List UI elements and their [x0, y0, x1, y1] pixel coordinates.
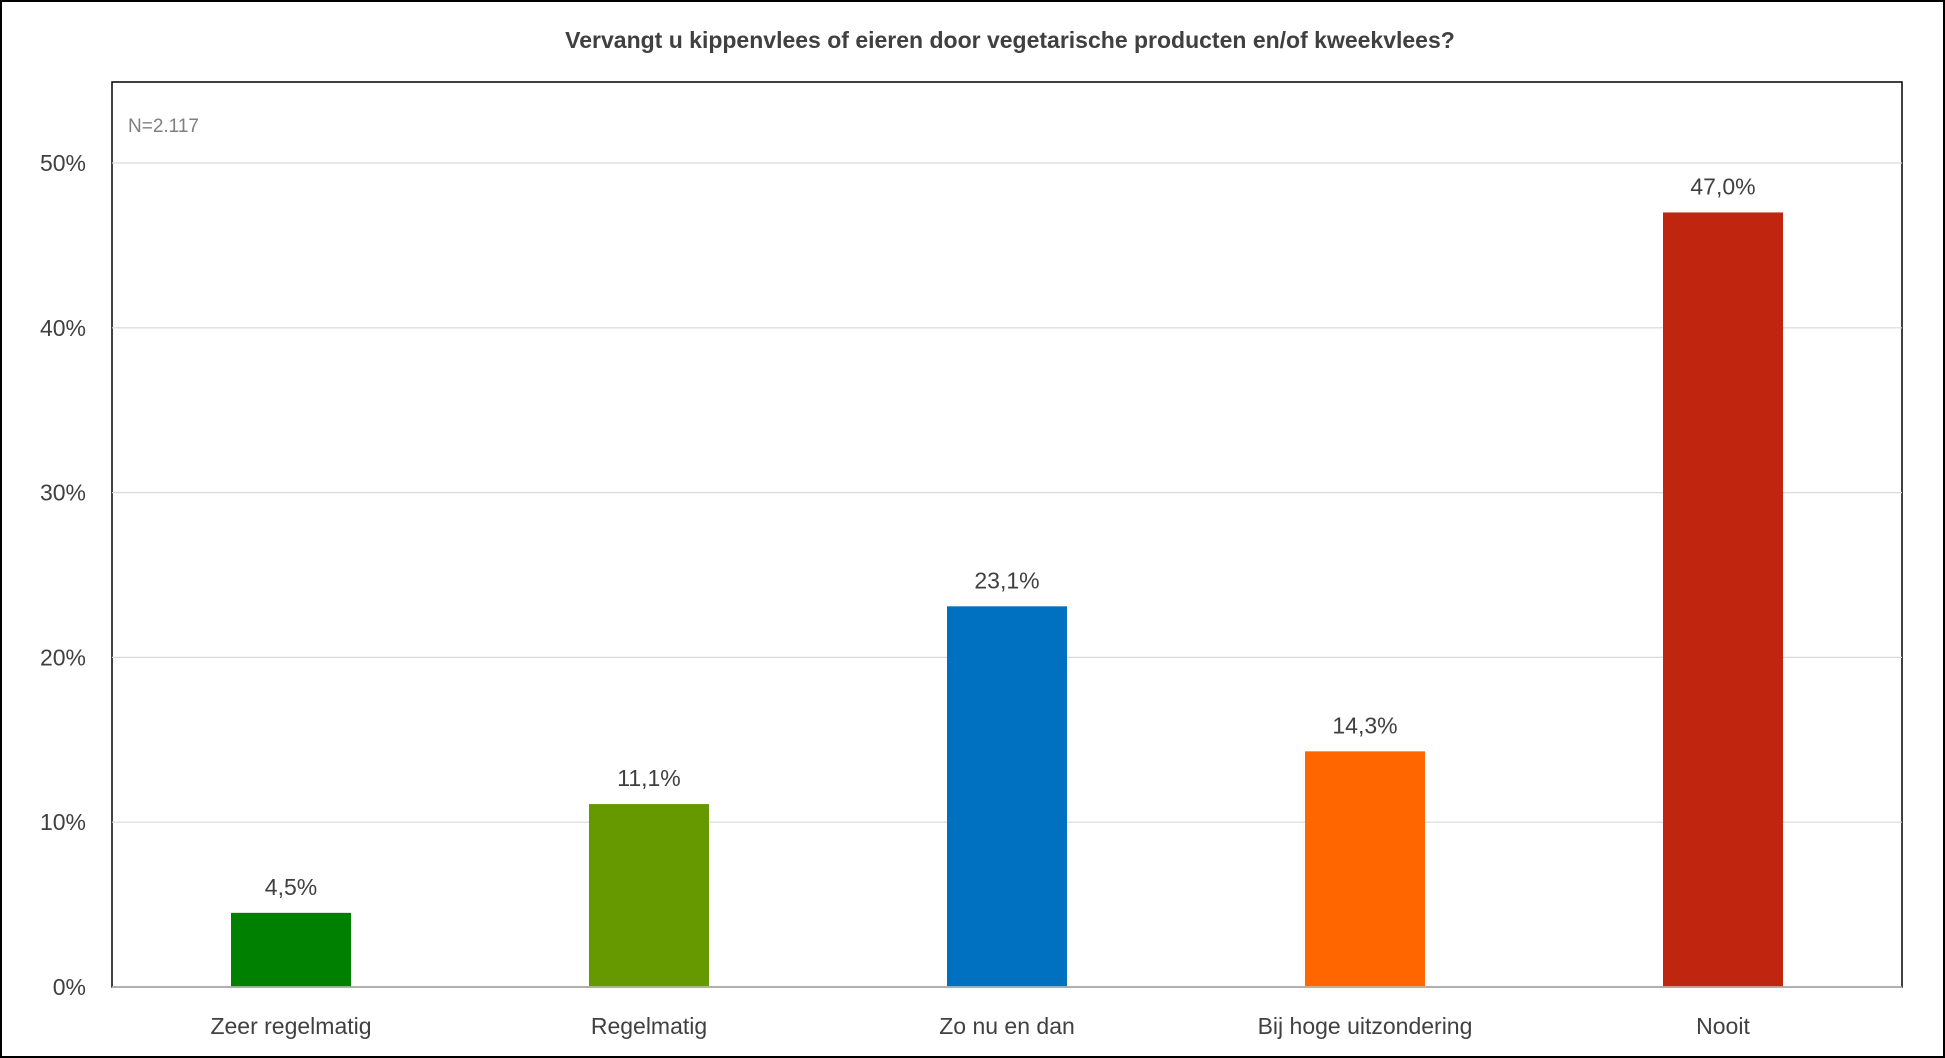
bar	[231, 912, 351, 987]
x-axis-labels: Zeer regelmatig Regelmatig Zo nu en dan Bij…	[210, 1013, 1750, 1039]
y-tick-label: 0%	[53, 974, 86, 1000]
bars	[231, 212, 1783, 987]
y-tick-label: 10%	[40, 809, 86, 835]
data-labels: 4,5% 11,1% 23,1% 14,3% 47,0%	[265, 173, 1756, 899]
y-tick-label: 50%	[40, 150, 86, 176]
data-label: 47,0%	[1690, 173, 1755, 199]
data-label: 4,5%	[265, 874, 317, 900]
data-label: 14,3%	[1332, 712, 1397, 738]
y-axis-labels: 0% 10% 20% 30% 40% 50%	[40, 150, 86, 1000]
data-label: 11,1%	[617, 765, 681, 791]
x-tick-label: Zo nu en dan	[939, 1013, 1075, 1039]
x-tick-label: Zeer regelmatig	[210, 1013, 371, 1039]
bar	[589, 804, 709, 987]
bar	[1305, 751, 1425, 987]
x-tick-label: Bij hoge uitzondering	[1258, 1013, 1473, 1039]
y-tick-label: 30%	[40, 480, 86, 506]
y-tick-label: 20%	[40, 644, 86, 670]
bar	[947, 606, 1067, 987]
data-label: 23,1%	[974, 567, 1039, 593]
y-tick-label: 40%	[40, 315, 86, 341]
x-tick-label: Nooit	[1696, 1013, 1750, 1039]
bar	[1663, 212, 1783, 987]
x-tick-label: Regelmatig	[591, 1013, 707, 1039]
sample-size-note: N=2.117	[128, 116, 199, 137]
chart-title: Vervangt u kippenvlees of eieren door ve…	[565, 27, 1455, 53]
